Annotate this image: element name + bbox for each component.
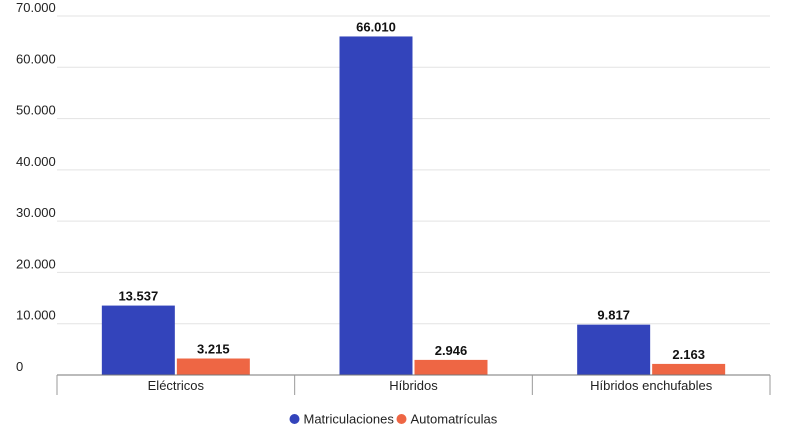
data-label: 9.817: [597, 308, 630, 323]
y-tick-label: 10.000: [16, 308, 56, 323]
legend: Matriculaciones Automatrículas: [289, 412, 498, 427]
bar-matriculaciones: [101, 305, 175, 375]
bar-automatriculas: [176, 358, 250, 375]
x-tick-label: Eléctricos: [148, 378, 205, 393]
y-tick-label: 50.000: [16, 103, 56, 118]
legend-marker: [289, 414, 300, 424]
y-tick-label: 30.000: [16, 205, 56, 220]
gridlines: [57, 15, 770, 325]
y-axis-ticks: 0 10.000 20.000 30.000 40.000 50.000 60.000 70.…: [16, 0, 56, 374]
bar-automatriculas: [652, 363, 726, 375]
legend-label: Matriculaciones: [304, 412, 395, 427]
data-label: 2.163: [672, 347, 705, 362]
y-tick-label: 70.000: [16, 0, 56, 15]
data-label: 66.010: [356, 19, 396, 34]
y-tick-label: 0: [16, 359, 23, 374]
bars: 13.537 3.215 66.010 2.946 9.817 2.163: [101, 19, 726, 375]
legend-marker: [396, 414, 407, 424]
x-tick-label: Híbridos: [389, 378, 438, 393]
bar-matriculaciones: [339, 36, 413, 375]
x-tick-label: Híbridos enchufables: [590, 378, 713, 393]
y-tick-label: 40.000: [16, 154, 56, 169]
bar-automatriculas: [414, 359, 488, 375]
data-label: 2.946: [435, 343, 468, 358]
data-label: 3.215: [197, 342, 230, 357]
x-axis: Eléctricos Híbridos Híbridos enchufables: [56, 374, 771, 395]
bar-matriculaciones: [577, 324, 651, 375]
y-tick-label: 60.000: [16, 51, 56, 66]
data-label: 13.537: [118, 289, 158, 304]
legend-label: Automatrículas: [411, 412, 498, 427]
y-tick-label: 20.000: [16, 256, 56, 271]
